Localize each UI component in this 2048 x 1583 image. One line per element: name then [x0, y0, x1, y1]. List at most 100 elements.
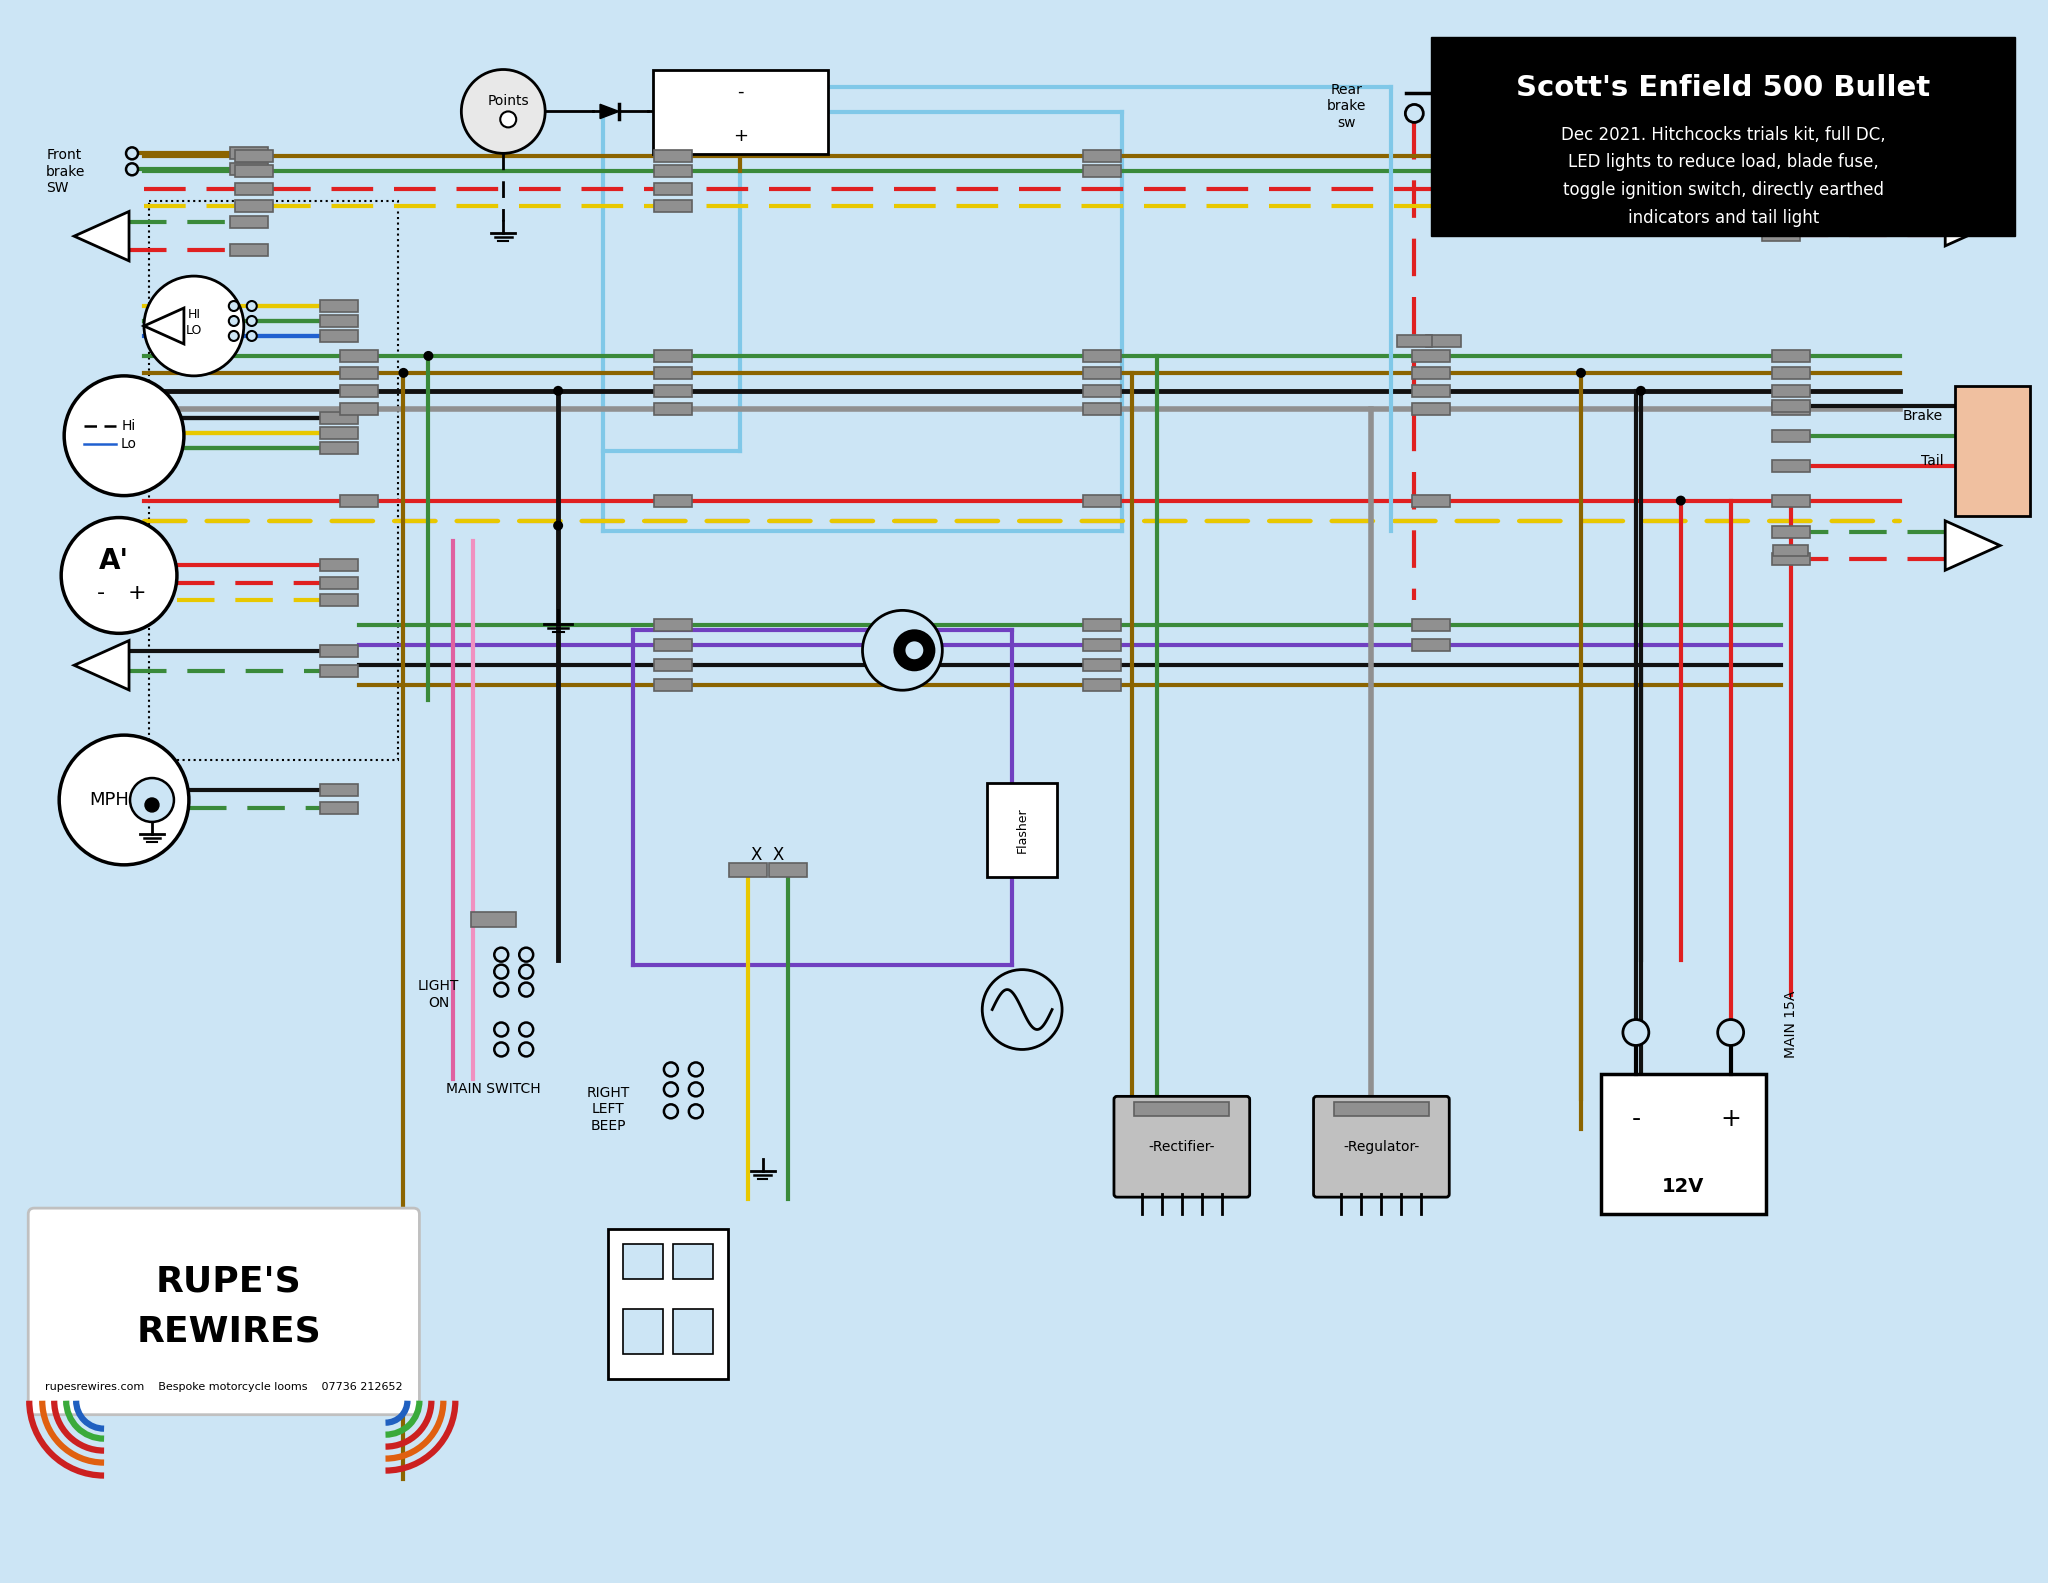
- Circle shape: [1434, 104, 1452, 122]
- Bar: [1135, 1102, 1229, 1116]
- Bar: [319, 442, 358, 454]
- Circle shape: [246, 317, 256, 326]
- Bar: [1772, 367, 1810, 378]
- Bar: [623, 1309, 664, 1353]
- Bar: [653, 199, 692, 212]
- Circle shape: [895, 630, 934, 670]
- Bar: [1737, 184, 1774, 195]
- Circle shape: [229, 331, 240, 340]
- Bar: [1083, 350, 1120, 363]
- Polygon shape: [143, 309, 184, 344]
- Circle shape: [229, 317, 240, 326]
- Text: Dec 2021. Hitchcocks trials kit, full DC,
LED lights to reduce load, blade fuse,: Dec 2021. Hitchcocks trials kit, full DC…: [1561, 125, 1886, 226]
- Text: HI: HI: [188, 307, 201, 320]
- Circle shape: [664, 1083, 678, 1097]
- Circle shape: [127, 147, 137, 160]
- Bar: [1413, 640, 1450, 651]
- Bar: [1413, 402, 1450, 415]
- Bar: [1772, 429, 1810, 442]
- Text: Tail: Tail: [1921, 454, 1944, 467]
- Text: Flasher: Flasher: [1016, 807, 1028, 853]
- Text: X  X: X X: [752, 845, 784, 864]
- Circle shape: [983, 970, 1063, 1050]
- Bar: [674, 1244, 713, 1279]
- Circle shape: [688, 1105, 702, 1118]
- Circle shape: [1405, 104, 1423, 122]
- Circle shape: [520, 1043, 532, 1056]
- Bar: [1772, 526, 1810, 538]
- Bar: [1333, 1102, 1430, 1116]
- Bar: [1956, 386, 2030, 516]
- Text: Lo: Lo: [121, 437, 137, 451]
- Text: +: +: [733, 127, 748, 146]
- Text: -Rectifier-: -Rectifier-: [1149, 1140, 1214, 1154]
- Bar: [1083, 659, 1120, 671]
- Circle shape: [61, 518, 176, 633]
- Text: Hi: Hi: [123, 419, 135, 432]
- Bar: [1083, 165, 1120, 177]
- FancyBboxPatch shape: [1114, 1097, 1249, 1197]
- Circle shape: [500, 111, 516, 127]
- Text: Front
brake
SW: Front brake SW: [47, 149, 86, 195]
- Bar: [319, 427, 358, 438]
- Bar: [229, 147, 268, 160]
- Bar: [319, 301, 358, 312]
- Polygon shape: [1946, 196, 2001, 245]
- Bar: [1602, 1075, 1765, 1214]
- Text: rupesrewires.com    Bespoke motorcycle looms    07736 212652: rupesrewires.com Bespoke motorcycle loom…: [45, 1382, 403, 1391]
- Text: A': A': [98, 548, 129, 576]
- Circle shape: [520, 1023, 532, 1037]
- Bar: [236, 199, 272, 212]
- Bar: [1413, 367, 1450, 378]
- Text: Points: Points: [487, 95, 528, 109]
- Circle shape: [520, 948, 532, 961]
- Bar: [1737, 199, 1774, 212]
- Bar: [653, 184, 692, 195]
- Bar: [653, 619, 692, 632]
- Bar: [1413, 385, 1450, 397]
- Circle shape: [246, 331, 256, 340]
- Bar: [229, 163, 268, 176]
- Circle shape: [1577, 367, 1585, 378]
- Circle shape: [127, 163, 137, 176]
- Bar: [1772, 400, 1810, 412]
- Circle shape: [229, 301, 240, 310]
- Text: -: -: [737, 82, 743, 100]
- Bar: [768, 863, 807, 877]
- Text: REWIRES: REWIRES: [137, 1315, 322, 1349]
- Circle shape: [664, 1105, 678, 1118]
- Circle shape: [520, 964, 532, 978]
- Bar: [1397, 336, 1432, 347]
- Bar: [1772, 385, 1810, 397]
- Bar: [1083, 385, 1120, 397]
- Bar: [319, 665, 358, 678]
- Bar: [1761, 230, 1800, 241]
- Text: Scott's Enfield 500 Bullet: Scott's Enfield 500 Bullet: [1516, 74, 1931, 103]
- Bar: [1772, 402, 1810, 415]
- Circle shape: [494, 983, 508, 997]
- Text: +: +: [1720, 1108, 1741, 1132]
- Bar: [340, 385, 377, 397]
- Bar: [319, 329, 358, 342]
- Bar: [1432, 36, 2015, 236]
- Bar: [1737, 165, 1774, 177]
- Text: -: -: [96, 584, 104, 603]
- Bar: [1774, 545, 1808, 557]
- Bar: [653, 70, 827, 154]
- Bar: [340, 367, 377, 378]
- Bar: [1761, 201, 1800, 214]
- Bar: [1772, 554, 1810, 565]
- Text: +: +: [127, 584, 145, 603]
- Bar: [319, 646, 358, 657]
- Text: 12V: 12V: [1663, 1176, 1704, 1195]
- Bar: [1083, 679, 1120, 692]
- Circle shape: [246, 301, 256, 310]
- Bar: [1083, 367, 1120, 378]
- Circle shape: [424, 351, 434, 361]
- Bar: [1772, 494, 1810, 507]
- Bar: [1737, 150, 1774, 163]
- Circle shape: [494, 1023, 508, 1037]
- Text: RIGHT
LEFT
BEEP: RIGHT LEFT BEEP: [586, 1086, 629, 1132]
- Circle shape: [905, 640, 924, 660]
- Circle shape: [129, 777, 174, 822]
